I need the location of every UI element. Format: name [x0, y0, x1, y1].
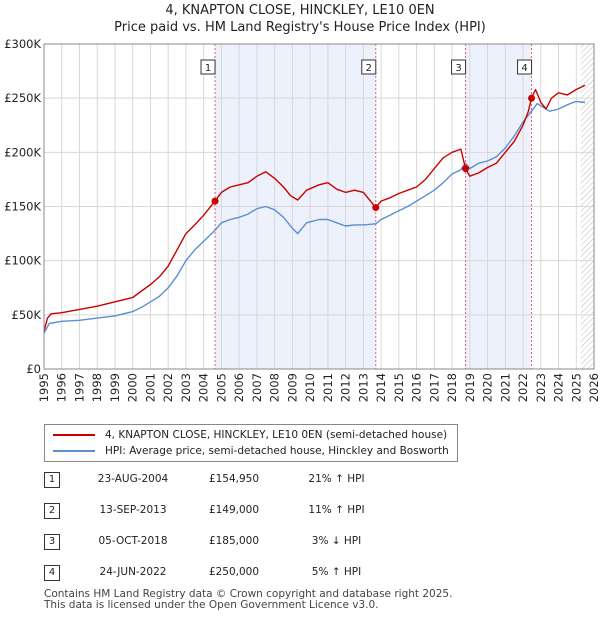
x-tick-label: 2002	[161, 373, 175, 402]
x-tick-label: 2018	[445, 373, 459, 402]
x-tick-label: 2023	[534, 373, 548, 402]
legend-label-hpi: HPI: Average price, semi-detached house,…	[105, 445, 449, 457]
x-tick-label: 2014	[374, 373, 388, 402]
footer-notice: Contains HM Land Registry data © Crown c…	[44, 589, 452, 611]
y-tick-label: £100K	[4, 254, 41, 268]
transaction-price: £250,000	[208, 566, 260, 578]
x-tick-label: 1999	[108, 373, 122, 402]
y-tick-label: £250K	[4, 91, 41, 105]
x-tick-label: 2008	[268, 373, 282, 402]
transaction-number: 2	[44, 503, 60, 519]
transaction-price: £149,000	[208, 504, 260, 516]
x-tick-label: 1996	[55, 373, 69, 402]
x-tick-label: 2024	[552, 373, 566, 402]
y-tick-label: £50K	[12, 308, 42, 322]
x-tick-label: 1997	[72, 373, 86, 402]
legend-item-hpi: HPI: Average price, semi-detached house,…	[53, 443, 449, 459]
legend-swatch-hpi	[53, 450, 95, 452]
y-tick-label: £150K	[4, 200, 41, 214]
footer-line-2: This data is licensed under the Open Gov…	[44, 599, 379, 611]
transaction-date: 24-JUN-2022	[99, 566, 167, 578]
legend-label-property: 4, KNAPTON CLOSE, HINCKLEY, LE10 0EN (se…	[105, 429, 448, 441]
sale-label: 1	[205, 63, 211, 74]
x-tick-label: 2004	[197, 373, 211, 402]
sale-label: 3	[455, 63, 461, 74]
footer-line-1: Contains HM Land Registry data © Crown c…	[44, 588, 453, 600]
x-tick-label: 1998	[90, 373, 104, 402]
transaction-hpi: 5% ↑ HPI	[311, 566, 362, 578]
sale-point	[372, 204, 380, 212]
x-tick-label: 2006	[232, 373, 246, 402]
transaction-number: 3	[44, 534, 60, 550]
x-tick-label: 1995	[37, 373, 51, 402]
y-tick-label: £0	[26, 362, 41, 376]
sale-point	[528, 94, 536, 102]
sale-label: 2	[366, 63, 372, 74]
transaction-hpi: 3% ↓ HPI	[311, 535, 362, 547]
x-tick-label: 2013	[356, 373, 370, 402]
y-tick-label: £300K	[4, 37, 41, 51]
plot-frame	[43, 43, 595, 370]
x-tick-label: 2000	[126, 373, 140, 402]
price-chart: 1 2 3 4 £0 £50K £100K £150K £200K £250K £300K 1995 1…	[4, 37, 600, 402]
sale-label-box	[361, 59, 377, 75]
transaction-number: 1	[44, 472, 60, 488]
x-tick-label: 2017	[427, 373, 441, 402]
transaction-date: 13-SEP-2013	[99, 504, 167, 516]
x-tick-label: 2007	[250, 373, 264, 402]
x-tick-label: 2019	[463, 373, 477, 402]
x-tick-label: 2021	[498, 373, 512, 402]
sale-label: 4	[521, 63, 527, 74]
x-tick-label: 2026	[587, 373, 600, 402]
x-tick-label: 2016	[410, 373, 424, 402]
sale-point	[462, 165, 470, 173]
transaction-hpi: 11% ↑ HPI	[308, 504, 365, 516]
transaction-number: 4	[44, 565, 60, 581]
x-tick-label: 2003	[179, 373, 193, 402]
sale-label-box	[451, 59, 467, 75]
x-tick-label: 2025	[569, 373, 583, 402]
chart-legend: 4, KNAPTON CLOSE, HINCKLEY, LE10 0EN (se…	[44, 424, 458, 462]
hpi-line	[43, 100, 586, 334]
legend-item-property: 4, KNAPTON CLOSE, HINCKLEY, LE10 0EN (se…	[53, 427, 447, 443]
transaction-hpi: 21% ↑ HPI	[308, 473, 365, 485]
chart-title-block: 4, KNAPTON CLOSE, HINCKLEY, LE10 0EN Pri…	[0, 2, 600, 36]
legend-swatch-property	[53, 434, 95, 436]
chart-subtitle: Price paid vs. HM Land Registry's House …	[114, 20, 486, 35]
x-tick-label: 2012	[339, 373, 353, 402]
x-tick-label: 2001	[143, 373, 157, 402]
property-price-line	[43, 84, 586, 332]
transaction-price: £185,000	[208, 535, 260, 547]
x-tick-label: 2009	[285, 373, 299, 402]
transaction-date: 23-AUG-2004	[97, 473, 169, 485]
x-tick-label: 2015	[392, 373, 406, 402]
sale-label-box	[517, 59, 533, 75]
x-tick-label: 2022	[516, 373, 530, 402]
transaction-price: £154,950	[208, 473, 260, 485]
chart-title: 4, KNAPTON CLOSE, HINCKLEY, LE10 0EN	[165, 3, 435, 18]
x-tick-label: 2011	[321, 373, 335, 402]
sale-label-box	[200, 59, 216, 75]
x-tick-label: 2010	[303, 373, 317, 402]
x-tick-label: 2005	[214, 373, 228, 402]
y-tick-label: £200K	[4, 145, 41, 159]
transaction-date: 05-OCT-2018	[98, 535, 168, 547]
sale-point	[211, 197, 219, 205]
x-tick-label: 2020	[481, 373, 495, 402]
